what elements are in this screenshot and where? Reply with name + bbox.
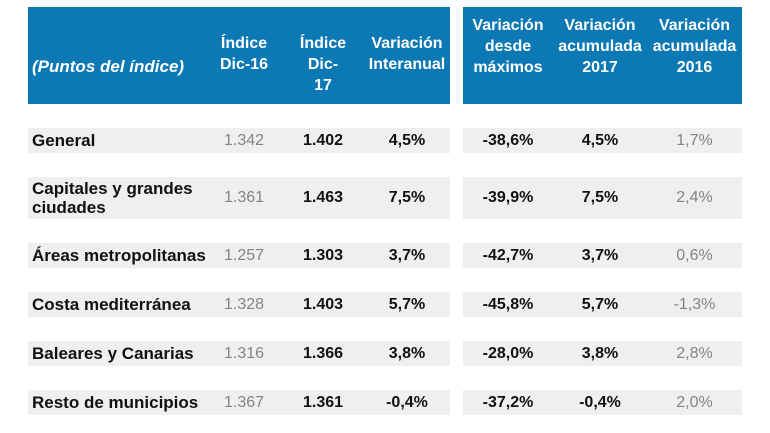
cell-variacion-desde-maximos: -39,9% [482, 189, 534, 206]
cell-variacion-interanual: 7,5% [388, 189, 426, 206]
table-header-left: (Puntos del índice) Índice Dic-16 Índice… [28, 7, 450, 104]
cell-variacion-acumulada-2016: 2,0% [676, 393, 713, 411]
cell-variacion-desde-maximos: -38,6% [482, 131, 534, 149]
table-row-resto-left: Resto de municipios 1.367 1.361 -0,4% [28, 390, 450, 415]
cell-indice-dic16: 1.316 [223, 344, 265, 362]
col-header-variacion-acumulada-2016: Variación acumulada 2016 [652, 17, 737, 76]
col-header-indice-dic17: Índice Dic- 17 [299, 35, 347, 94]
cell-variacion-interanual: 3,7% [388, 246, 426, 264]
cell-indice-dic16: 1.342 [223, 131, 265, 149]
cell-variacion-acumulada-2017: 5,7% [581, 295, 619, 313]
cell-variacion-interanual: -0,4% [386, 393, 428, 411]
cell-variacion-desde-maximos: -45,8% [482, 295, 534, 313]
cell-indice-dic17: 1.402 [302, 131, 344, 149]
cell-indice-dic17: 1.366 [302, 344, 344, 362]
table-row-costa-left: Costa mediterránea 1.328 1.403 5,7% [28, 292, 450, 317]
table-row-capitales-right: -39,9% 7,5% 2,4% [463, 177, 742, 219]
table-row-general-right: -38,6% 4,5% 1,7% [463, 128, 742, 153]
cell-indice-dic16: 1.361 [223, 189, 265, 206]
cell-variacion-desde-maximos: -42,7% [482, 246, 534, 264]
table-block-right: Variación desde máximos Variación acumul… [463, 7, 742, 415]
cell-variacion-interanual: 3,8% [388, 344, 426, 362]
cell-indice-dic17: 1.403 [302, 295, 344, 313]
cell-variacion-acumulada-2016: 1,7% [676, 131, 713, 149]
table-row-costa-right: -45,8% 5,7% -1,3% [463, 292, 742, 317]
cell-variacion-acumulada-2017: -0,4% [579, 393, 621, 411]
table-row-capitales-left: Capitales y grandes ciudades 1.361 1.463… [28, 177, 450, 219]
cell-variacion-interanual: 5,7% [388, 295, 426, 313]
cell-variacion-acumulada-2016: 0,6% [676, 246, 713, 264]
cell-variacion-acumulada-2017: 4,5% [581, 131, 619, 149]
cell-indice-dic16: 1.328 [223, 295, 265, 313]
row-label: Áreas metropolitanas [32, 246, 206, 265]
cell-variacion-desde-maximos: -37,2% [482, 393, 534, 411]
row-label: General [32, 131, 96, 150]
col-header-variacion-desde-maximos: Variación desde máximos [472, 17, 544, 76]
cell-variacion-interanual: 4,5% [388, 131, 426, 149]
cell-variacion-acumulada-2016: 2,4% [676, 189, 713, 206]
cell-indice-dic16: 1.257 [223, 246, 265, 264]
cell-indice-dic17: 1.303 [302, 246, 344, 264]
cell-variacion-acumulada-2016: 2,8% [676, 344, 713, 362]
table-header-right: Variación desde máximos Variación acumul… [463, 7, 742, 104]
cell-variacion-acumulada-2016: -1,3% [673, 295, 716, 313]
cell-variacion-acumulada-2017: 3,7% [581, 246, 619, 264]
table-row-baleares-right: -28,0% 3,8% 2,8% [463, 341, 742, 366]
table-row-general-left: General 1.342 1.402 4,5% [28, 128, 450, 153]
row-label: Resto de municipios [32, 393, 199, 412]
col-header-variacion-interanual: Variación Interanual [368, 35, 446, 73]
table-row-areas-right: -42,7% 3,7% 0,6% [463, 243, 742, 268]
cell-indice-dic17: 1.361 [302, 393, 344, 411]
col-header-indice-dic16: Índice Dic-16 [219, 35, 269, 73]
table-row-areas-left: Áreas metropolitanas 1.257 1.303 3,7% [28, 243, 450, 268]
col-header-variacion-acumulada-2017: Variación acumulada 2017 [558, 17, 642, 76]
index-table: (Puntos del índice) Índice Dic-16 Índice… [28, 7, 742, 415]
row-label: Capitales y grandes ciudades [32, 179, 193, 217]
cell-variacion-acumulada-2017: 3,8% [581, 344, 619, 362]
cell-variacion-acumulada-2017: 7,5% [581, 189, 619, 206]
cell-variacion-desde-maximos: -28,0% [482, 344, 534, 362]
table-row-baleares-left: Baleares y Canarias 1.316 1.366 3,8% [28, 341, 450, 366]
cell-indice-dic17: 1.463 [302, 189, 344, 206]
row-label: Baleares y Canarias [32, 344, 194, 363]
row-label: Costa mediterránea [32, 295, 191, 314]
header-unit-label: (Puntos del índice) [32, 57, 185, 76]
table-block-left: (Puntos del índice) Índice Dic-16 Índice… [28, 7, 450, 415]
cell-indice-dic16: 1.367 [223, 393, 265, 411]
table-row-resto-right: -37,2% -0,4% 2,0% [463, 390, 742, 415]
